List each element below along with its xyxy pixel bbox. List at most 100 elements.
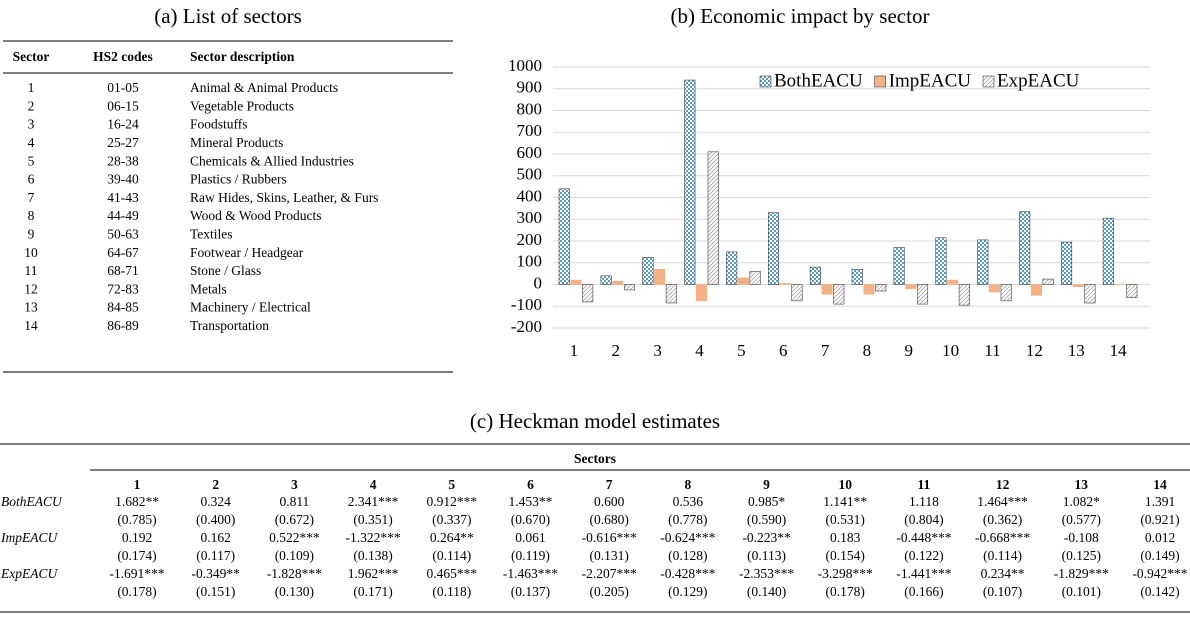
bar <box>767 212 780 285</box>
legend-label: BothEACU <box>774 70 863 91</box>
std-error: (0.118) <box>432 584 471 599</box>
std-error: (0.577) <box>1062 512 1101 527</box>
y-tick-label: 0 <box>534 273 543 292</box>
estimate: 1.682** <box>115 494 159 509</box>
estimate: 0.264** <box>430 530 474 545</box>
std-error: (0.174) <box>117 548 156 563</box>
bar <box>1102 217 1114 285</box>
x-tick-label: 14 <box>1110 341 1128 360</box>
y-tick-label: 500 <box>517 165 543 184</box>
y-tick-label: 700 <box>517 121 543 140</box>
table-cell: Raw Hides, Skins, Leather, & Furs <box>190 190 378 205</box>
estimate: 1.391 <box>1145 494 1175 509</box>
bar <box>935 237 947 285</box>
x-tick-label: 9 <box>905 341 914 360</box>
estimate: 0.912*** <box>426 494 477 509</box>
y-tick-label: 300 <box>517 208 543 227</box>
bar <box>863 284 875 295</box>
estimate: 0.985* <box>748 494 785 509</box>
column-header: 5 <box>448 477 455 492</box>
bar <box>558 188 570 285</box>
table-cell: 11 <box>25 263 38 278</box>
estimate: 0.536 <box>673 494 704 509</box>
table-cell: Machinery / Electrical <box>190 300 311 315</box>
column-header: 1 <box>134 477 141 492</box>
estimate: -1.691*** <box>109 566 164 581</box>
estimate: 0.811 <box>279 494 309 509</box>
y-tick-label: 400 <box>517 186 543 205</box>
x-tick-label: 1 <box>570 341 579 360</box>
table-cell: Animal & Animal Products <box>190 80 338 95</box>
std-error: (0.114) <box>432 548 471 563</box>
std-error: (0.130) <box>275 584 314 599</box>
estimate: -0.223** <box>742 530 791 545</box>
estimate: 1.962*** <box>348 566 399 581</box>
bar <box>642 257 654 285</box>
std-error: (0.122) <box>904 548 943 563</box>
estimate: -0.942*** <box>1132 566 1187 581</box>
bar <box>654 268 666 285</box>
estimate: -2.353*** <box>739 566 794 581</box>
table-cell: Metals <box>190 281 227 296</box>
bar <box>1030 284 1042 296</box>
std-error: (0.590) <box>747 512 786 527</box>
bar <box>695 284 708 302</box>
table-cell: 86-89 <box>107 318 139 333</box>
y-tick-label: 600 <box>517 143 543 162</box>
table-cell: Textiles <box>190 226 233 241</box>
std-error: (0.131) <box>589 548 628 563</box>
std-error: (0.107) <box>983 584 1022 599</box>
bar <box>916 284 929 305</box>
bar <box>791 284 803 302</box>
bar <box>582 284 594 303</box>
x-tick-label: 12 <box>1026 341 1043 360</box>
std-error: (0.142) <box>1140 584 1179 599</box>
bar <box>1042 278 1054 285</box>
x-tick-label: 2 <box>612 341 621 360</box>
bar <box>1019 211 1031 285</box>
table-cell: 13 <box>24 300 38 315</box>
bar <box>1084 284 1096 304</box>
bar <box>749 271 761 285</box>
legend-swatch <box>874 75 886 88</box>
std-error: (0.531) <box>826 512 865 527</box>
std-error: (0.119) <box>511 548 550 563</box>
bar <box>600 275 612 285</box>
table-cell: Vegetable Products <box>190 98 294 113</box>
table-cell: 7 <box>28 190 35 205</box>
bar <box>707 151 719 285</box>
table-cell: Mineral Products <box>190 135 283 150</box>
bar <box>851 268 863 285</box>
table-cell: 3 <box>28 117 35 132</box>
column-header: HS2 codes <box>93 49 153 64</box>
row-label: BothEACU <box>1 494 63 509</box>
estimate: 0.234** <box>981 566 1025 581</box>
table-cell: 41-43 <box>107 190 139 205</box>
column-header: 3 <box>291 477 298 492</box>
column-header: 8 <box>684 477 691 492</box>
estimate: -0.668*** <box>975 530 1030 545</box>
table-cell: 8 <box>28 208 35 223</box>
table-cell: 44-49 <box>107 208 139 223</box>
table-cell: 4 <box>28 135 35 150</box>
column-header: 6 <box>527 477 534 492</box>
estimate: 0.012 <box>1145 530 1175 545</box>
std-error: (0.362) <box>983 512 1022 527</box>
table-cell: 64-67 <box>107 245 139 260</box>
bar <box>737 277 749 285</box>
estimate: -0.448*** <box>896 530 951 545</box>
estimate: 0.522*** <box>269 530 320 545</box>
estimate: -0.616*** <box>582 530 637 545</box>
y-tick-label: 100 <box>517 252 543 271</box>
std-error: (0.205) <box>589 584 628 599</box>
estimate: 1.453** <box>509 494 553 509</box>
panel-a-title: (a) List of sectors <box>154 4 302 28</box>
bar <box>809 266 821 285</box>
estimate: -1.463*** <box>503 566 558 581</box>
estimate: 0.183 <box>830 530 861 545</box>
x-tick-label: 13 <box>1068 341 1085 360</box>
table-cell: Chemicals & Allied Industries <box>190 153 354 168</box>
bar <box>1060 241 1073 285</box>
table-cell: 39-40 <box>107 172 139 187</box>
